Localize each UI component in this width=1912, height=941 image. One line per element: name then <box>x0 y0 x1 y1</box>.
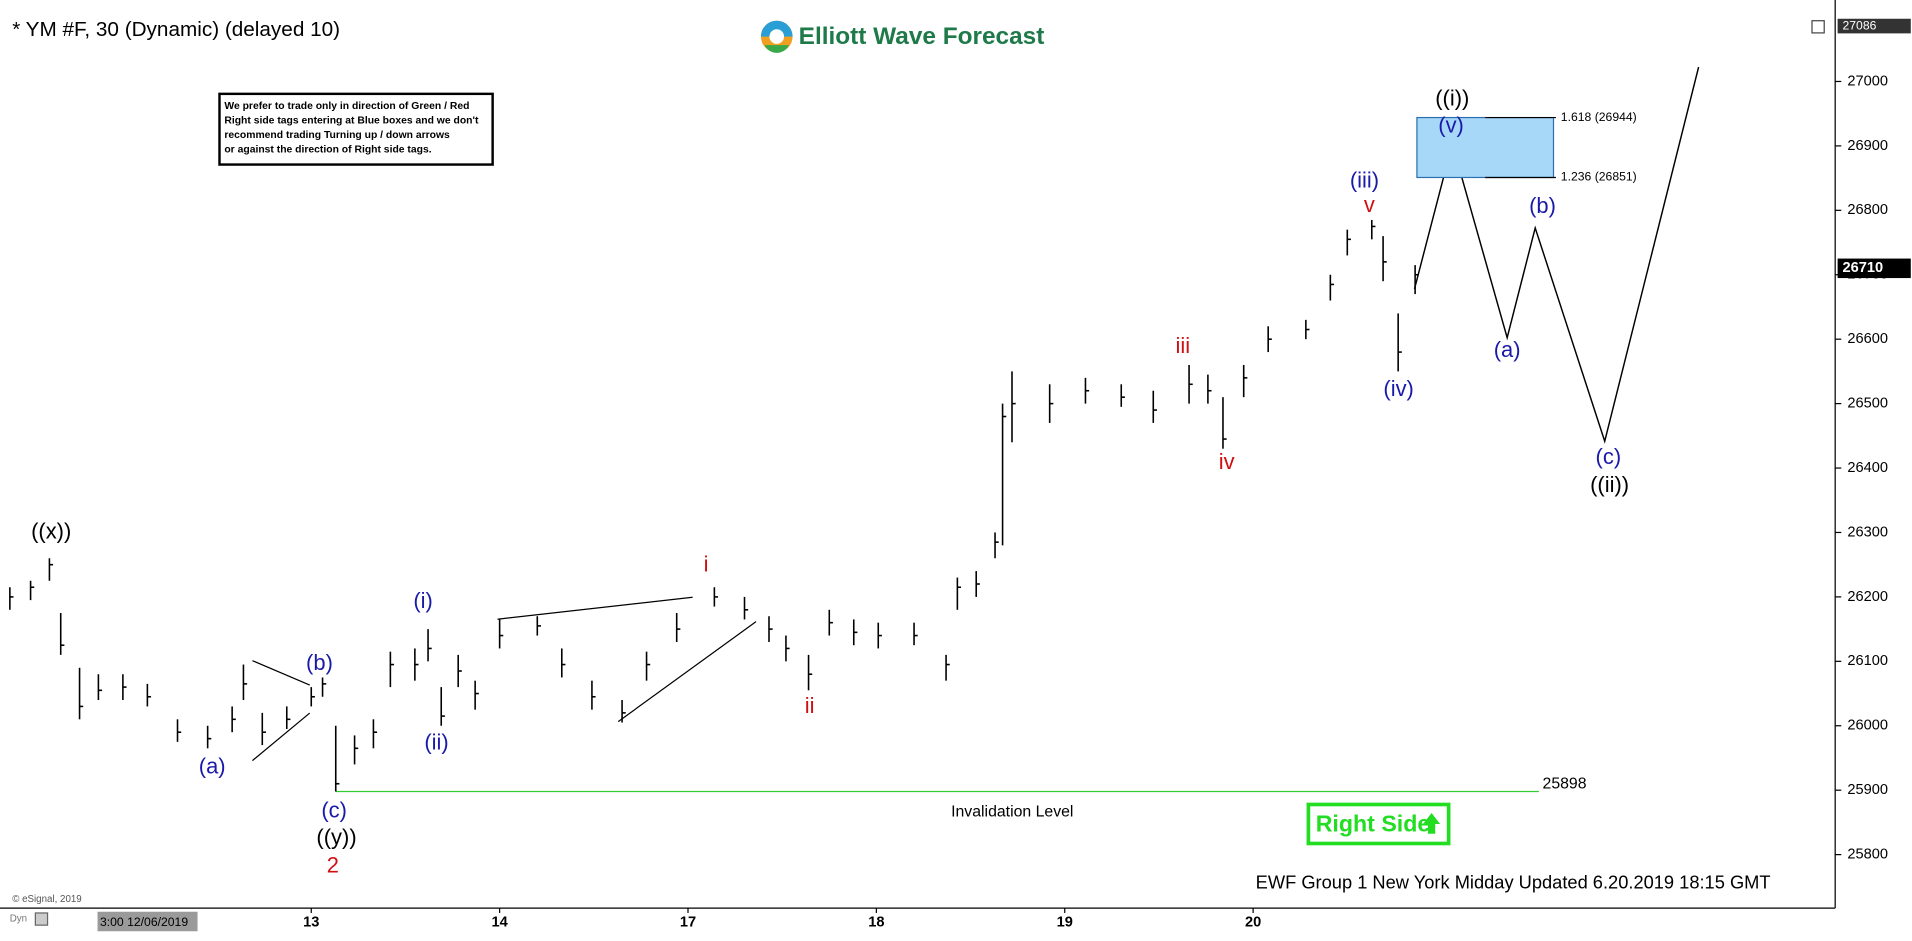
fib-label: 1.618 (26944) <box>1561 110 1637 124</box>
notice-line: We prefer to trade only in direction of … <box>224 101 469 112</box>
wave-label: iv <box>1219 449 1235 474</box>
top-price-tag <box>1837 18 1911 34</box>
wedge-line <box>497 596 693 620</box>
wedge-line <box>617 621 757 723</box>
y-tick-label: 26300 <box>1847 524 1888 540</box>
wave-label: (c) <box>1596 444 1622 469</box>
wave-label: ((i)) <box>1435 86 1469 111</box>
invalidation-value: 25898 <box>1543 775 1587 792</box>
notice-line: recommend trading Turning up / down arro… <box>224 130 450 141</box>
top-price-label: 27086 <box>1842 18 1876 32</box>
wedge-line <box>252 712 311 762</box>
y-tick-label: 26000 <box>1847 718 1888 734</box>
y-tick-label: 26500 <box>1847 395 1888 411</box>
right-side-arrow <box>1423 813 1441 834</box>
last-price-label: 26710 <box>1842 260 1883 276</box>
notice-line: or against the direction of Right side t… <box>224 145 431 156</box>
x-tick-label: 17 <box>680 915 696 931</box>
wave-label: 2 <box>327 852 339 877</box>
logo-icon-part <box>760 20 793 37</box>
wedge-line <box>252 660 310 686</box>
wave-label: i <box>704 551 709 576</box>
y-tick-label: 25900 <box>1847 782 1888 798</box>
wave-label: (iii) <box>1350 167 1379 192</box>
corner-icon <box>34 912 49 926</box>
y-tick-label: 26200 <box>1847 589 1888 605</box>
wave-label: (iv) <box>1383 376 1413 401</box>
x-tick-label: 14 <box>491 915 508 931</box>
wave-label: v <box>1364 192 1375 217</box>
last-price-tag <box>1837 258 1911 279</box>
x-tick-label: 19 <box>1057 915 1073 931</box>
x-tick-label: 20 <box>1245 915 1261 931</box>
wave-label: (b) <box>1529 193 1556 218</box>
y-tick-label: 27000 <box>1847 73 1888 89</box>
wave-label: (a) <box>199 754 226 779</box>
wave-label: ((x)) <box>31 518 71 543</box>
wave-label: (a) <box>1494 337 1521 362</box>
wave-label: iii <box>1175 333 1190 358</box>
wave-label: (b) <box>306 650 333 675</box>
chart-title: * YM #F, 30 (Dynamic) (delayed 10) <box>12 18 340 41</box>
corner-label: Dyn <box>10 914 27 925</box>
x-tick-label: 18 <box>868 915 884 931</box>
y-tick-label: 26100 <box>1847 653 1888 669</box>
wave-label: ii <box>805 693 815 718</box>
cursor-label: 3:00 12/06/2019 <box>100 915 188 929</box>
notice-line: Right side tags entering at Blue boxes a… <box>224 115 479 126</box>
x-tick-label: 13 <box>303 915 319 931</box>
wave-label: (c) <box>321 798 347 823</box>
wave-label: ((ii)) <box>1590 472 1629 497</box>
y-tick-label: 26400 <box>1847 460 1888 476</box>
fib-label: 1.236 (26851) <box>1561 170 1637 184</box>
y-tick-label: 25800 <box>1847 846 1888 862</box>
cursor-tag <box>97 911 198 932</box>
wave-label: (v) <box>1438 113 1464 138</box>
logo: Elliott Wave Forecast <box>760 20 1045 53</box>
right-side-label: Right Side <box>1316 810 1431 836</box>
invalidation-label: Invalidation Level <box>951 803 1073 820</box>
copyright: © eSignal, 2019 <box>12 894 82 905</box>
logo-icon-part <box>764 45 789 53</box>
footer: EWF Group 1 New York Midday Updated 6.20… <box>1256 872 1771 893</box>
triangle-lines <box>252 596 757 762</box>
wave-label: (ii) <box>424 729 448 754</box>
notice-box <box>218 92 494 166</box>
y-tick-label: 26900 <box>1847 138 1888 154</box>
y-tick-label: 26800 <box>1847 202 1888 218</box>
logo-icon-center <box>769 29 785 44</box>
window-button[interactable] <box>1811 20 1825 34</box>
y-tick-label: 26600 <box>1847 331 1888 347</box>
wave-label: ((y)) <box>316 824 356 849</box>
logo-text: Elliott Wave Forecast <box>799 23 1045 50</box>
wave-label: (i) <box>413 588 433 613</box>
